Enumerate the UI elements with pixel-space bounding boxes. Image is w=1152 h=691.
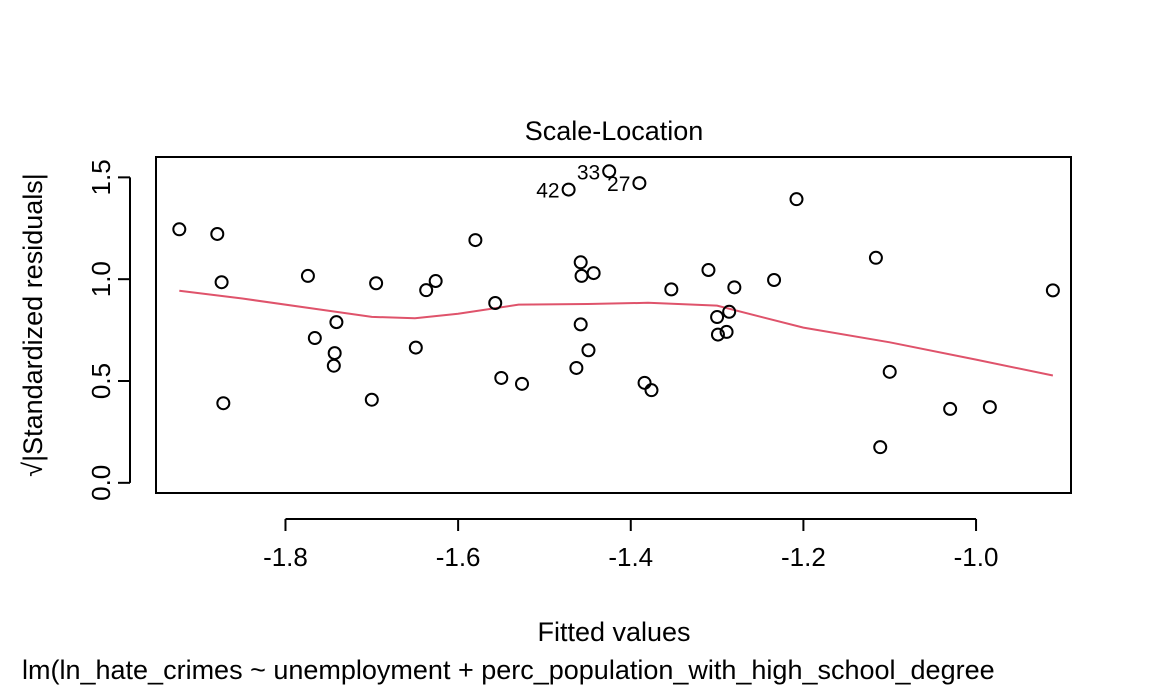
data-point — [326, 358, 341, 373]
data-point — [710, 310, 725, 325]
x-tick-label: -1.0 — [954, 542, 999, 572]
data-point — [982, 400, 997, 415]
data-point — [329, 315, 344, 330]
data-point — [214, 275, 229, 290]
data-point — [644, 383, 659, 398]
y-tick-label: 1.0 — [86, 261, 116, 297]
data-point — [494, 370, 509, 385]
data-point — [868, 250, 883, 265]
data-point — [428, 274, 443, 289]
data-point — [882, 364, 897, 379]
x-tick-label: -1.2 — [781, 542, 826, 572]
data-point — [369, 276, 384, 291]
x-tick-label: -1.4 — [608, 542, 653, 572]
data-points — [172, 164, 1060, 455]
x-tick-label: -1.6 — [436, 542, 481, 572]
x-axis-label: Fitted values — [537, 617, 690, 647]
point-label: 42 — [536, 180, 559, 203]
data-point — [637, 375, 652, 390]
data-point — [664, 282, 679, 297]
data-point — [515, 376, 529, 391]
data-point — [300, 268, 315, 283]
data-point — [419, 283, 434, 298]
data-point — [789, 192, 804, 207]
data-point — [364, 392, 379, 407]
data-point — [172, 222, 187, 237]
point-label: 33 — [577, 161, 600, 184]
data-point — [701, 263, 716, 278]
data-point — [767, 272, 782, 287]
data-point — [573, 317, 588, 332]
data-point — [408, 340, 423, 355]
data-point — [602, 164, 617, 179]
data-point — [561, 182, 576, 197]
model-formula: lm(ln_hate_crimes ~ unemployment + perc_… — [22, 655, 995, 685]
plot-frame — [155, 156, 1072, 494]
data-point — [943, 401, 958, 416]
data-point — [632, 176, 647, 191]
data-point — [307, 331, 322, 346]
smoothed-trend-line — [179, 289, 1054, 377]
y-axis: 0.0 0.5 1.0 1.5 — [86, 159, 131, 501]
data-point — [210, 226, 225, 241]
data-point — [722, 304, 737, 319]
data-point — [488, 296, 503, 311]
data-point — [574, 268, 589, 283]
data-point — [1045, 283, 1060, 298]
point-labels: 42 33 27 — [536, 161, 630, 202]
data-point — [727, 280, 742, 295]
point-label: 27 — [607, 173, 630, 196]
y-axis-label: √|Standardized residuals| — [18, 173, 48, 477]
data-point — [719, 324, 734, 339]
data-point — [581, 343, 596, 358]
data-point — [468, 233, 483, 248]
data-point — [586, 266, 601, 281]
chart-title: Scale-Location — [525, 116, 704, 146]
x-axis: -1.8 -1.6 -1.4 -1.2 -1.0 — [263, 518, 999, 572]
data-point — [573, 255, 588, 270]
data-point — [873, 440, 888, 455]
y-tick-label: 0.5 — [86, 363, 116, 399]
data-point — [327, 346, 342, 361]
x-tick-label: -1.8 — [263, 542, 308, 572]
data-point — [216, 396, 231, 411]
data-point — [569, 360, 584, 375]
data-point — [710, 327, 725, 342]
y-tick-label: 1.5 — [86, 159, 116, 195]
y-tick-label: 0.0 — [86, 465, 116, 501]
